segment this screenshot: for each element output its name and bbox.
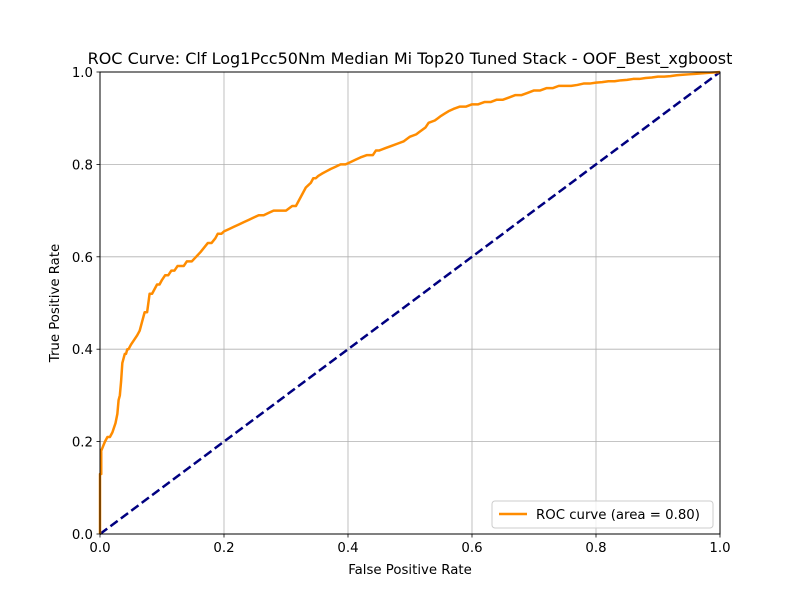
- x-axis-label: False Positive Rate: [348, 563, 472, 578]
- y-tick-label: 0.0: [72, 528, 93, 543]
- chart-title: ROC Curve: Clf Log1Pcc50Nm Median Mi Top…: [88, 49, 733, 69]
- y-axis-label: True Positive Rate: [48, 244, 63, 363]
- legend-label-roc: ROC curve (area = 0.80): [536, 508, 700, 523]
- x-tick-label: 1.0: [709, 541, 730, 556]
- y-tick-label: 0.2: [72, 436, 93, 451]
- y-tick-label: 0.8: [72, 158, 93, 173]
- y-tick-label: 1.0: [72, 66, 93, 81]
- x-tick-label: 0.8: [585, 541, 606, 556]
- x-tick-label: 0.0: [89, 541, 110, 556]
- y-tick-label: 0.6: [72, 251, 93, 266]
- legend: ROC curve (area = 0.80): [492, 501, 713, 528]
- x-tick-label: 0.6: [461, 541, 482, 556]
- y-tick-label: 0.4: [72, 343, 93, 358]
- x-tick-label: 0.2: [213, 541, 234, 556]
- x-tick-label: 0.4: [337, 541, 358, 556]
